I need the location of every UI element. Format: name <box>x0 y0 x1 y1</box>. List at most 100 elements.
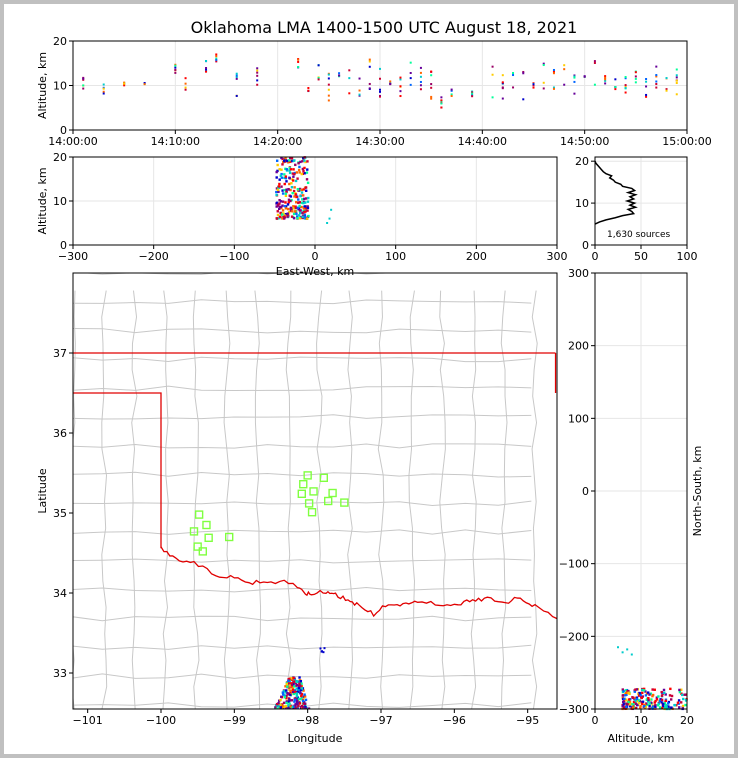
ns-source-point <box>654 699 657 703</box>
ns-source-point <box>635 696 639 699</box>
ew-source-point <box>284 207 288 210</box>
ew-source-point <box>287 201 291 204</box>
ew-source-point <box>302 169 305 173</box>
th-source-point <box>327 94 330 97</box>
ew-source-point <box>283 204 287 208</box>
plan-source-point <box>304 706 307 709</box>
ns-outlier-point <box>626 648 629 651</box>
th-source-point <box>215 60 218 63</box>
ew-source-point <box>284 201 287 204</box>
th-source-point <box>665 77 668 80</box>
ew-source-point <box>288 171 292 175</box>
ns-source-point <box>658 706 662 709</box>
th-source-point <box>542 87 545 90</box>
plan-source-point <box>292 683 295 686</box>
plan-source-point <box>292 676 295 680</box>
plan-source-point <box>287 704 290 707</box>
plan-source-point <box>295 695 299 698</box>
ns-source-point <box>633 690 636 693</box>
ew-source-point <box>290 157 294 160</box>
ns-source-point <box>623 697 626 700</box>
th-source-point <box>102 87 105 90</box>
ns-source-point <box>622 703 625 706</box>
plan-source-point <box>292 705 295 708</box>
plan-source-point <box>294 703 298 706</box>
ns-source-point <box>681 704 685 708</box>
th-source-point <box>368 65 371 68</box>
ew-xtick-label: 100 <box>385 250 406 263</box>
county-boundary <box>223 290 231 709</box>
ns-source-point <box>651 705 655 708</box>
ew-source-point <box>281 209 285 212</box>
th-source-point <box>675 93 678 96</box>
hist-ytick-label: 0 <box>582 239 589 252</box>
plan-source-point <box>289 689 292 693</box>
ew-source-point <box>303 166 306 170</box>
ew-source-point <box>301 194 305 197</box>
plan-source-point <box>292 692 296 696</box>
lma-station-marker <box>324 496 333 506</box>
ns-source-point <box>673 703 676 707</box>
ew-source-point <box>292 212 296 216</box>
th-source-point <box>604 79 607 82</box>
th-source-point <box>624 85 627 88</box>
ns-source-point <box>630 703 633 706</box>
ew-source-point <box>285 190 288 194</box>
ew-source-point <box>288 159 291 162</box>
map-ytick-label: 35 <box>53 507 67 520</box>
plan-source-point <box>290 699 294 702</box>
ew-source-point <box>277 190 280 193</box>
ns-source-point <box>663 701 666 705</box>
ns-source-point <box>622 706 626 710</box>
th-source-point <box>430 70 433 73</box>
th-source-point <box>102 83 105 86</box>
ns-source-point <box>655 698 659 701</box>
ew-source-point <box>289 206 293 210</box>
th-source-point <box>102 92 105 95</box>
ew-source-point <box>304 189 308 192</box>
county-boundary <box>531 290 538 709</box>
ns-source-point <box>641 702 644 706</box>
ew-source-point <box>306 181 310 185</box>
ns-source-point <box>635 697 639 701</box>
ns-source-point <box>635 688 639 691</box>
th-source-point <box>174 66 177 69</box>
ew-source-point <box>290 182 293 185</box>
th-source-point <box>471 95 474 98</box>
plan-source-point <box>284 707 287 709</box>
map-layer <box>73 273 557 709</box>
th-source-point <box>174 68 177 71</box>
plan-source-point <box>285 700 289 703</box>
ew-source-point <box>285 188 288 191</box>
ew-source-point <box>275 205 278 208</box>
th-source-point <box>512 71 515 74</box>
ew-source-point <box>283 215 286 218</box>
plan-source-point <box>285 682 288 686</box>
ns-source-point <box>639 705 642 708</box>
plan-source-point <box>289 705 292 708</box>
ns-source-point <box>650 698 653 701</box>
th-source-point <box>573 75 576 78</box>
plan-source-point <box>307 707 311 709</box>
th-source-point <box>614 78 617 81</box>
ns-source-point <box>678 690 682 694</box>
ew-source-point <box>302 207 306 210</box>
map-ytick-label: 33 <box>53 667 67 680</box>
plan-source-point <box>300 694 303 698</box>
th-xtick-label: 14:50:00 <box>560 135 609 148</box>
th-xtick-label: 14:30:00 <box>355 135 404 148</box>
ns-source-point <box>684 703 687 707</box>
county-boundary <box>73 500 532 507</box>
th-ytick-label: 10 <box>53 80 67 93</box>
th-source-point <box>174 64 177 67</box>
ns-source-point <box>653 688 656 691</box>
th-source-point <box>604 76 607 79</box>
ns-source-point <box>666 702 670 705</box>
ew-source-point <box>276 213 280 217</box>
lma-station-marker <box>189 527 199 536</box>
ew-source-point <box>281 192 285 195</box>
ew-source-point <box>293 195 296 198</box>
ns-source-point <box>660 694 664 697</box>
th-source-point <box>235 77 238 80</box>
ew-source-point <box>303 216 307 219</box>
